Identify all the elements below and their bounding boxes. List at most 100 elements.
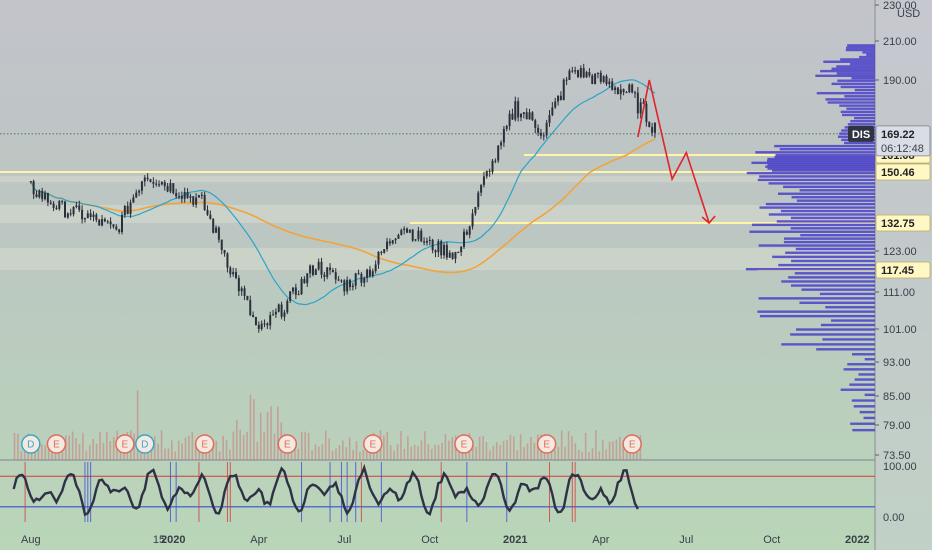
volume-bar — [427, 444, 430, 460]
profile-bar — [790, 333, 875, 336]
candle-body — [391, 240, 394, 244]
candle-body — [331, 270, 334, 273]
profile-bar — [846, 46, 875, 49]
profile-bar — [767, 167, 875, 170]
volume-bar — [578, 449, 580, 460]
earnings-marker-5[interactable]: E — [277, 434, 298, 454]
profile-bar — [775, 153, 875, 157]
volume-bar — [58, 449, 60, 460]
volume-bar — [581, 451, 584, 460]
oscillator-pane[interactable] — [0, 462, 875, 522]
candle-body — [260, 323, 263, 329]
volume-bar — [188, 435, 190, 460]
osc-axis-label: 0.00 — [883, 512, 904, 524]
volume-bar — [622, 445, 625, 460]
volume-bar — [584, 432, 587, 460]
profile-bar — [788, 276, 875, 279]
candle-body — [292, 287, 294, 292]
candle-body — [46, 192, 49, 203]
candle-body — [366, 269, 369, 278]
earnings-marker-8[interactable]: E — [536, 434, 557, 454]
volume-bar — [482, 435, 484, 460]
volume-bar — [410, 446, 413, 460]
dividend-marker-0[interactable]: D — [21, 434, 41, 454]
profile-bar — [776, 220, 875, 223]
profile-bar — [840, 110, 875, 114]
candle-body — [32, 181, 35, 195]
earnings-marker-2[interactable]: E — [115, 434, 135, 454]
volume-bar — [106, 432, 108, 460]
candle-body — [545, 122, 548, 136]
candle-body — [445, 244, 448, 258]
volume-bar — [75, 437, 77, 460]
profile-bar — [864, 393, 875, 397]
candle-body — [468, 226, 471, 235]
candle-body — [294, 287, 297, 295]
candle-body — [585, 72, 588, 78]
volume-bar — [557, 446, 560, 460]
candle-body — [229, 267, 232, 275]
volume-bar — [355, 441, 358, 460]
volume-bar — [533, 442, 536, 460]
earnings-marker-4[interactable]: E — [194, 434, 215, 454]
candle-body — [314, 269, 317, 275]
candle-body — [380, 251, 383, 253]
candle-body — [614, 87, 617, 90]
price-axis[interactable]: 230.00210.00190.00161.08150.46132.75123.… — [848, 0, 932, 550]
volume-bar — [109, 441, 112, 460]
candle-body — [554, 101, 557, 108]
candle-body — [175, 193, 178, 197]
profile-bar — [783, 240, 875, 244]
volume-bar — [256, 441, 259, 460]
candle-body — [106, 221, 109, 223]
volume-bar — [270, 406, 272, 460]
candle-body — [383, 249, 386, 253]
earnings-marker-9[interactable]: E — [622, 434, 642, 454]
candle-body — [548, 115, 551, 123]
candle-body — [103, 218, 106, 222]
volume-bar — [71, 431, 74, 460]
volume-bar — [23, 451, 26, 460]
earnings-marker-6[interactable]: E — [363, 434, 383, 454]
candle-body — [651, 126, 654, 133]
candle-body — [596, 72, 599, 74]
volume-bar — [571, 436, 573, 460]
profile-bar — [863, 416, 875, 420]
profile-bar — [759, 175, 875, 178]
candle-body — [625, 92, 628, 94]
profile-bar — [796, 328, 875, 331]
profile-bar — [749, 230, 875, 233]
profile-bar — [852, 353, 875, 356]
profile-bar — [774, 144, 875, 148]
profile-bar — [849, 383, 875, 386]
profile-bar — [837, 79, 875, 82]
volume-bar — [523, 446, 525, 460]
volume-bar — [386, 431, 389, 460]
candle-body — [223, 250, 226, 254]
candle-body — [634, 92, 636, 94]
candle-body — [494, 160, 497, 162]
profile-bar — [751, 223, 875, 227]
candle-body — [505, 126, 508, 129]
volume-bar — [78, 444, 81, 460]
candle-body — [277, 304, 280, 312]
candle-body — [343, 280, 346, 292]
candle-body — [215, 227, 218, 233]
earnings-marker-7[interactable]: E — [454, 434, 474, 454]
volume-bar — [171, 440, 173, 460]
profile-bar — [851, 399, 875, 402]
earnings-marker-1[interactable]: E — [46, 434, 67, 454]
candle-body — [642, 102, 645, 104]
profile-bar — [859, 410, 875, 414]
candle-body — [237, 277, 240, 292]
candle-body — [482, 176, 485, 186]
dividend-marker-3[interactable]: D — [135, 434, 155, 454]
volume-bar — [335, 448, 337, 460]
candle-body — [166, 186, 169, 192]
profile-bar — [852, 428, 875, 432]
time-tick-label: 2022 — [845, 534, 869, 546]
volume-bar — [338, 445, 341, 460]
